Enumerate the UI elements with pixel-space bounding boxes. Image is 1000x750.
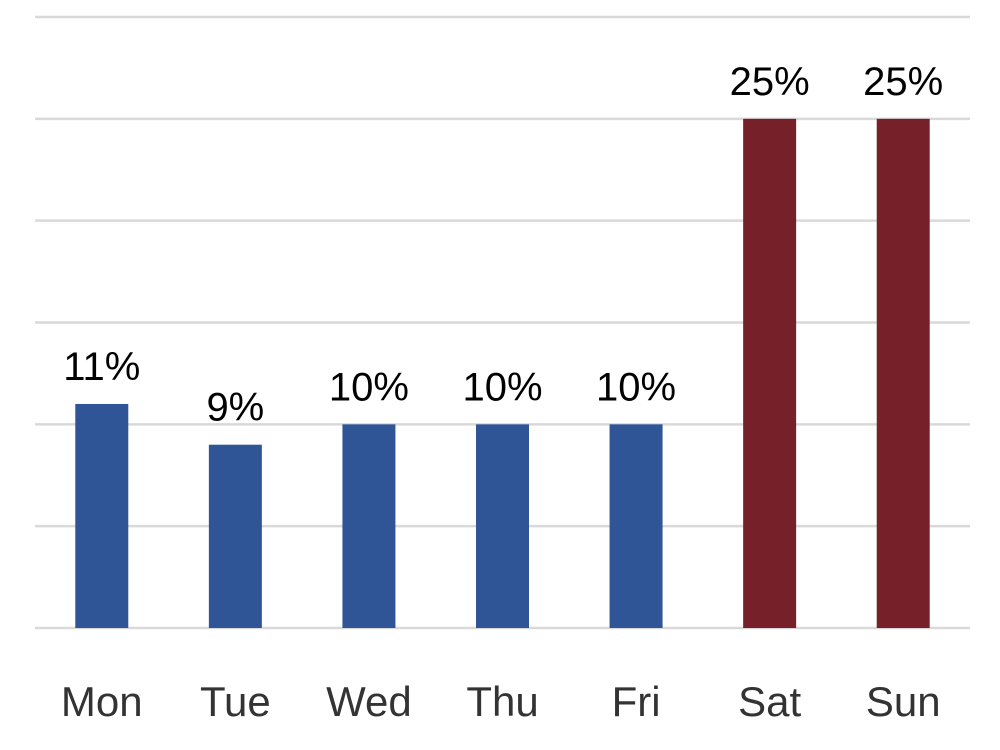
x-axis-tick-labels: Mon Tue Wed Thu Fri Sat Sun: [61, 678, 941, 725]
data-label-fri: 10%: [596, 365, 676, 409]
tick-label-tue: Tue: [200, 678, 271, 725]
tick-label-wed: Wed: [326, 678, 412, 725]
data-label-mon: 11%: [63, 345, 140, 389]
bar-sat: [743, 118, 797, 628]
data-label-sun: 25%: [863, 60, 943, 104]
data-label-sat: 25%: [730, 60, 810, 104]
tick-label-mon: Mon: [61, 678, 143, 725]
tick-label-fri: Fri: [612, 678, 661, 725]
bar-tue: [208, 444, 262, 628]
tick-label-sat: Sat: [738, 678, 801, 725]
bar-sun: [876, 118, 930, 628]
data-label-tue: 9%: [206, 386, 264, 430]
bar-mon: [75, 403, 129, 628]
bar-thu: [476, 424, 529, 628]
tick-label-thu: Thu: [466, 678, 538, 725]
data-label-thu: 10%: [462, 365, 542, 409]
tick-label-sun: Sun: [866, 678, 941, 725]
data-label-wed: 10%: [329, 365, 409, 409]
bar-wed: [342, 424, 396, 628]
data-labels: 11% 9% 10% 10% 10% 25% 25%: [63, 60, 943, 430]
bar-fri: [609, 424, 663, 628]
bars: [75, 118, 930, 628]
